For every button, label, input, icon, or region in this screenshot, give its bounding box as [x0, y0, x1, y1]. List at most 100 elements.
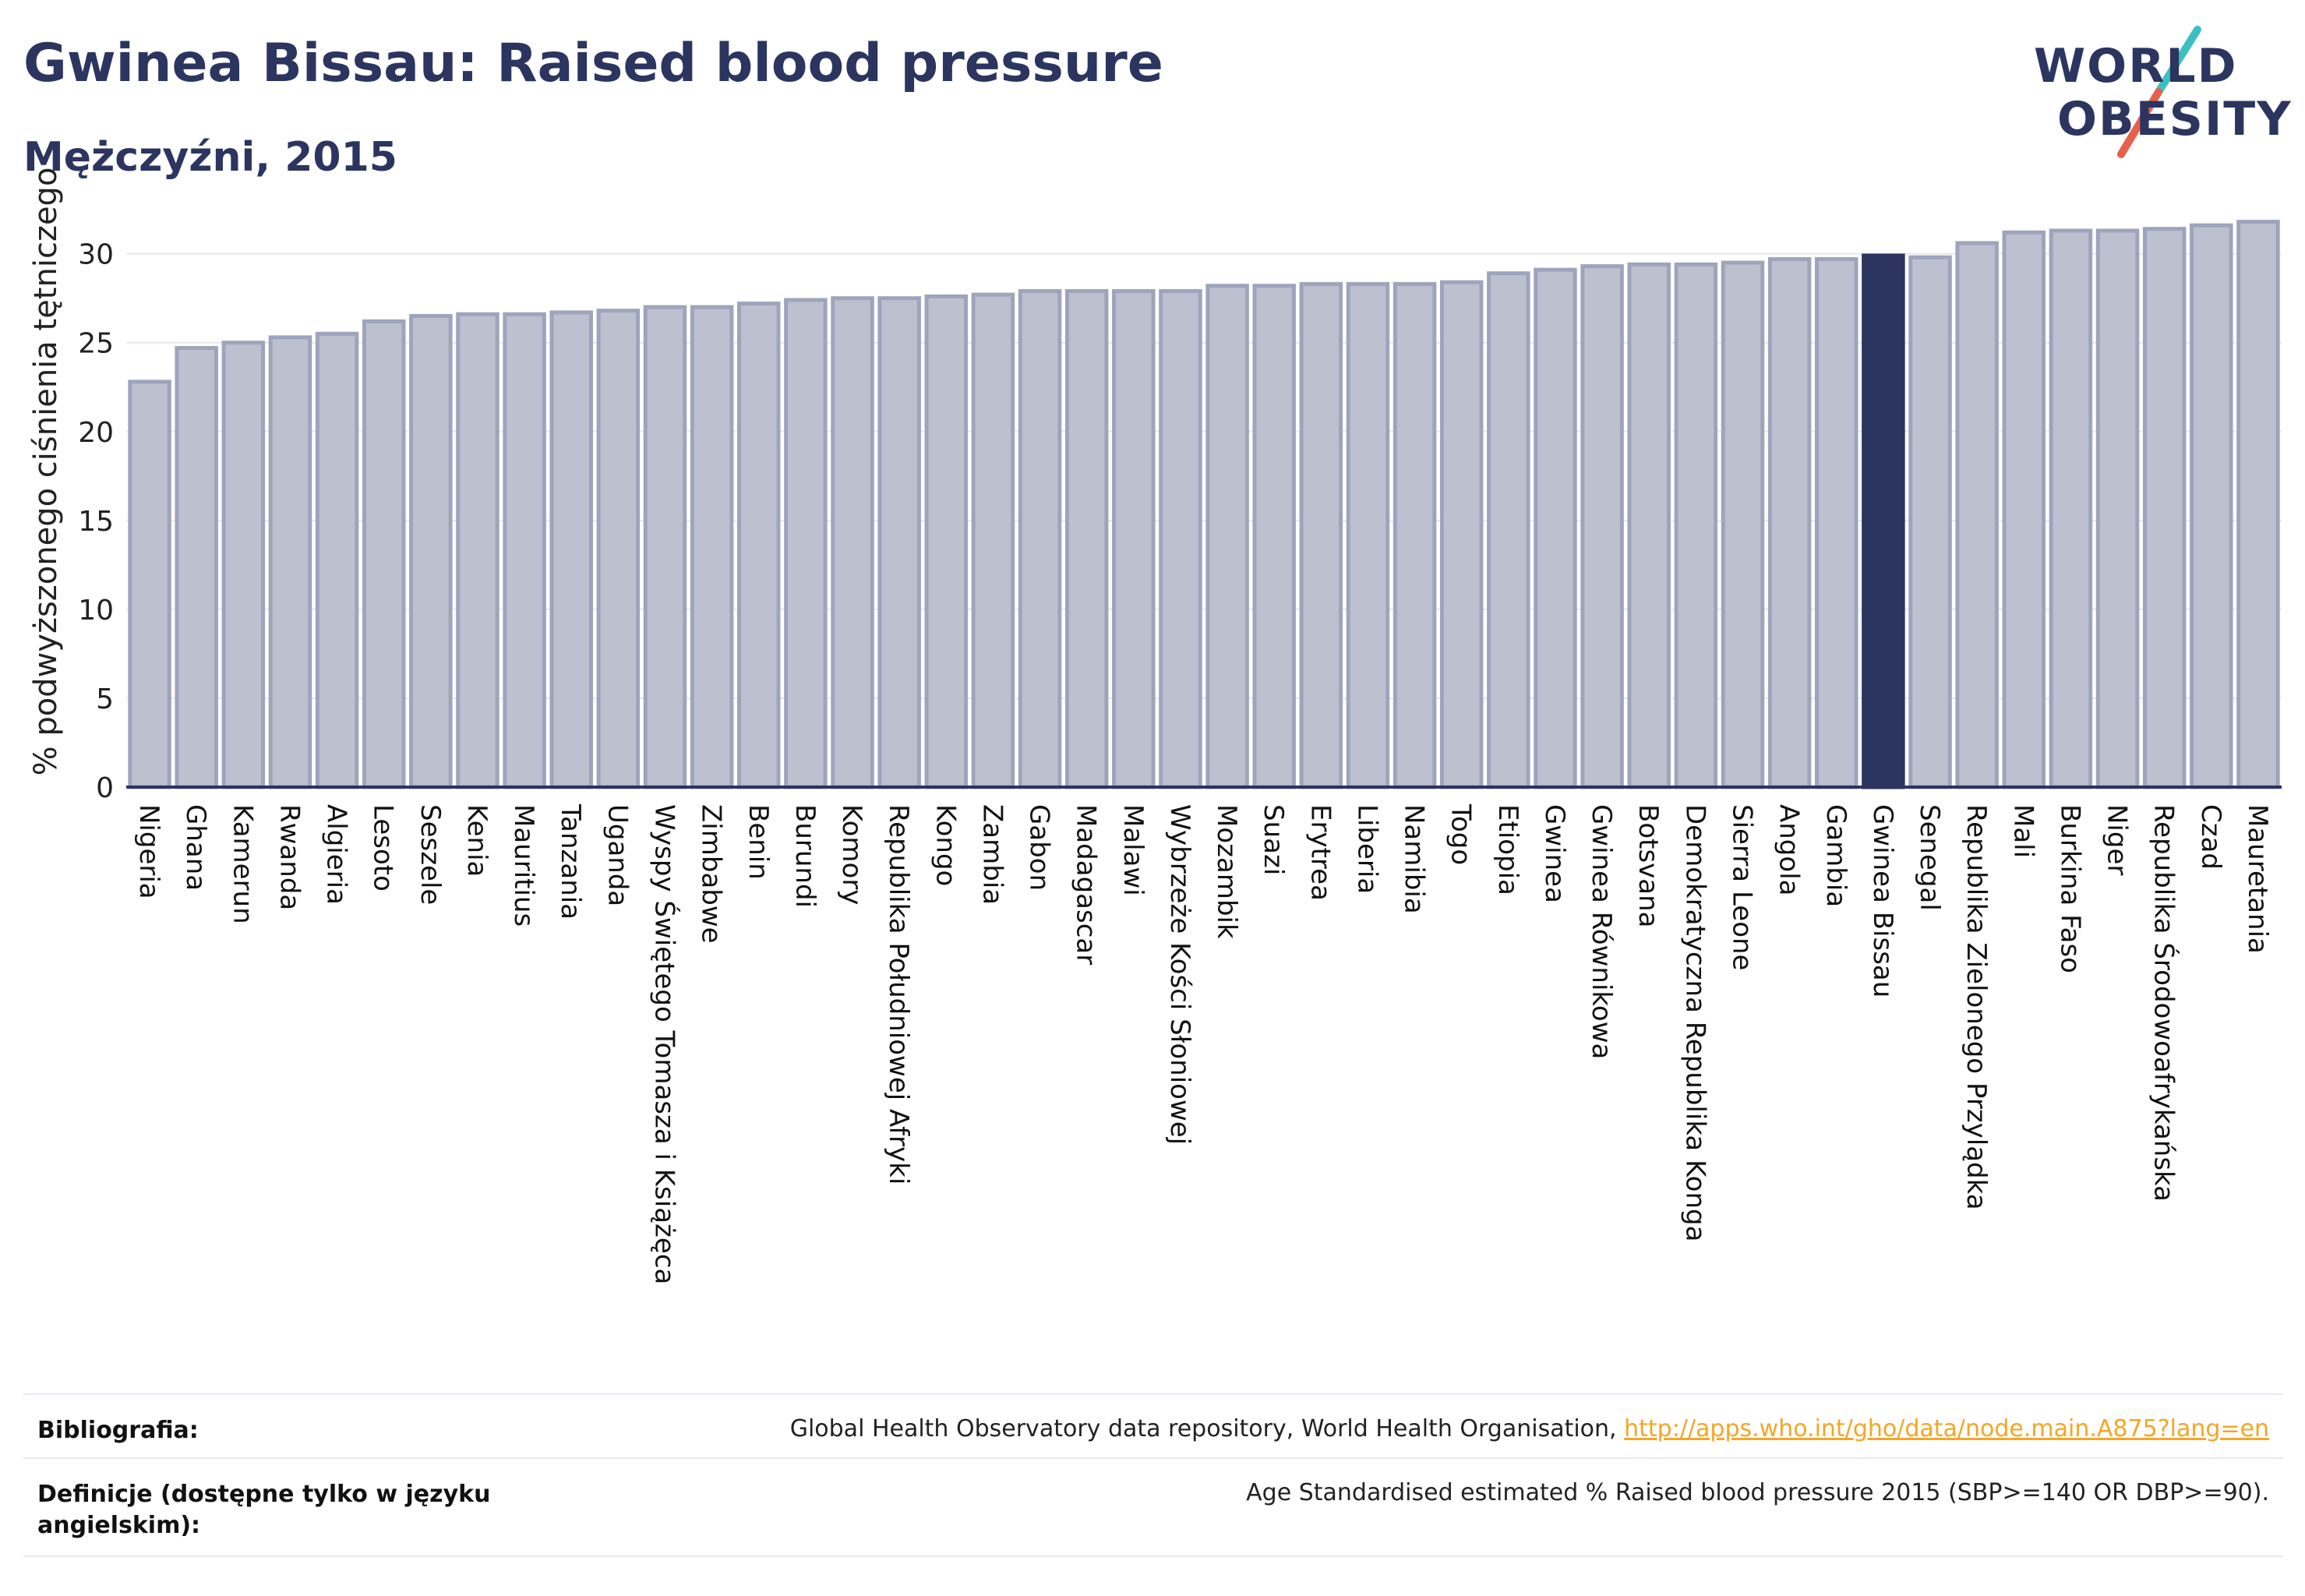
x-tick-label: Mali: [2007, 804, 2038, 858]
y-tick-label: 5: [96, 683, 114, 715]
x-tick-label: Angola: [1774, 804, 1805, 895]
definitions-text: Age Standardised estimated % Raised bloo…: [1246, 1479, 2269, 1506]
footer-divider: [23, 1555, 2283, 1557]
bar: [1018, 289, 1062, 789]
x-tick-label: Suazi: [1258, 804, 1289, 875]
bar: [690, 305, 734, 789]
x-tick-label: Gwinea Bissau: [1867, 804, 1898, 998]
bar: [2142, 227, 2187, 789]
bibliography-link[interactable]: http://apps.who.int/gho/data/node.main.A…: [1624, 1415, 2269, 1442]
y-tick-label: 25: [78, 328, 114, 360]
x-tick-label: Burundi: [789, 804, 821, 908]
bar: [1767, 256, 1812, 789]
x-tick-label: Republika Środowoafrykańska: [2148, 804, 2180, 1202]
chart-subtitle: Mężczyźni, 2015: [23, 134, 397, 181]
bar: [1955, 241, 1999, 789]
bar: [221, 341, 266, 789]
x-tick-label: Mauretania: [2242, 804, 2273, 954]
bar: [971, 292, 1015, 789]
x-tick-label: Liberia: [1351, 804, 1382, 894]
bar: [1064, 289, 1109, 789]
x-tick-label: Seszele: [415, 804, 446, 905]
bar: [643, 305, 687, 789]
chart-title: Gwinea Bissau: Raised blood pressure: [23, 33, 1163, 94]
bar: [1815, 256, 1858, 789]
x-tick-label: Botsvana: [1633, 804, 1664, 928]
bar: [1580, 264, 1624, 789]
bar: [1721, 260, 1765, 789]
x-tick-label: Wybrzeże Kości Słoniowej: [1164, 804, 1195, 1145]
bibliography-text: Global Health Observatory data repositor…: [790, 1415, 2269, 1442]
bar: [737, 302, 781, 789]
bar: [1205, 284, 1249, 789]
x-tick-label: Erytrea: [1304, 804, 1336, 901]
x-tick-label: Gabon: [1024, 804, 1055, 891]
bar: [924, 294, 969, 789]
bar: [2095, 228, 2140, 789]
bar: [1439, 280, 1484, 789]
x-tick-label: Wyspy Świętego Tomasza i Książęca: [649, 804, 681, 1284]
x-tick-label: Senegal: [1914, 804, 1945, 911]
bar: [877, 296, 921, 789]
bar: [175, 346, 218, 789]
definitions-label: Definicje (dostępne tylko w języku angie…: [37, 1481, 491, 1539]
bar: [831, 296, 874, 789]
x-tick-label: Tanzania: [555, 803, 586, 920]
bar: [549, 310, 593, 789]
bar-highlight: [1862, 253, 1905, 789]
x-tick-label: Republika Południowej Afryki: [883, 804, 914, 1185]
bar: [596, 309, 641, 789]
bar: [784, 298, 828, 789]
bar: [315, 331, 359, 789]
x-tick-label: Namibia: [1399, 804, 1430, 914]
x-tick-label: Malawi: [1117, 804, 1149, 896]
bar: [362, 319, 406, 789]
bar: [409, 313, 453, 789]
bar: [1299, 281, 1343, 789]
y-tick-label: 0: [96, 772, 114, 804]
bar: [2002, 230, 2046, 789]
y-tick-label: 20: [78, 417, 114, 449]
x-tick-label: Republika Zielonego Przylądka: [1961, 804, 1992, 1210]
bar: [456, 312, 499, 789]
x-tick-label: Burkina Faso: [2054, 804, 2085, 973]
x-tick-label: Rwanda: [274, 804, 305, 910]
x-tick-label: Sierra Leone: [1727, 804, 1758, 970]
x-tick-label: Etiopia: [1492, 804, 1523, 895]
bar: [1159, 289, 1202, 789]
x-tick-label: Madagascar: [1071, 804, 1102, 965]
x-tick-label: Gwinea: [1539, 804, 1570, 903]
x-tick-label: Zimbabwe: [696, 804, 727, 944]
x-tick-label: Czad: [2195, 804, 2226, 870]
bar: [1487, 271, 1530, 789]
footer-divider: [23, 1457, 2283, 1459]
bar: [2236, 220, 2280, 789]
bar-chart: 0 5 10 15 20 25 30 % podwyższonego ciśnienia tę…: [28, 168, 2282, 1284]
x-tick-label: Niger: [2102, 804, 2133, 875]
x-tick-label: Zambia: [976, 804, 1008, 905]
x-tick-label: Kongo: [930, 804, 961, 886]
bar: [2049, 228, 2093, 789]
x-tick-label: Kamerun: [227, 804, 258, 924]
bar: [1393, 281, 1437, 789]
y-tick-label: 30: [78, 239, 114, 271]
x-tick-label: Algieria: [321, 804, 352, 905]
bar: [1252, 284, 1296, 789]
x-tick-label: Benin: [743, 804, 774, 880]
x-tick-label: Kenia: [461, 804, 492, 877]
logo-slash-icon: [2117, 26, 2201, 158]
x-tick-label: Gwinea Równikowa: [1586, 804, 1617, 1059]
x-tick-label: Lesoto: [368, 804, 399, 892]
x-tick-label: Demokratyczna Republika Konga: [1679, 804, 1710, 1241]
bar: [268, 335, 312, 789]
bar: [1534, 267, 1577, 789]
x-tick-label: Mauritius: [508, 804, 539, 927]
world-obesity-logo: WORLD OBESITY: [2034, 23, 2291, 164]
footer-divider: [23, 1393, 2283, 1395]
x-tick-label: Uganda: [602, 804, 633, 906]
x-tick-label: Togo: [1445, 803, 1477, 865]
x-tick-label: Nigeria: [133, 804, 164, 899]
bar: [1674, 262, 1718, 789]
bar: [503, 312, 546, 789]
x-tick-label: Komory: [836, 804, 867, 905]
